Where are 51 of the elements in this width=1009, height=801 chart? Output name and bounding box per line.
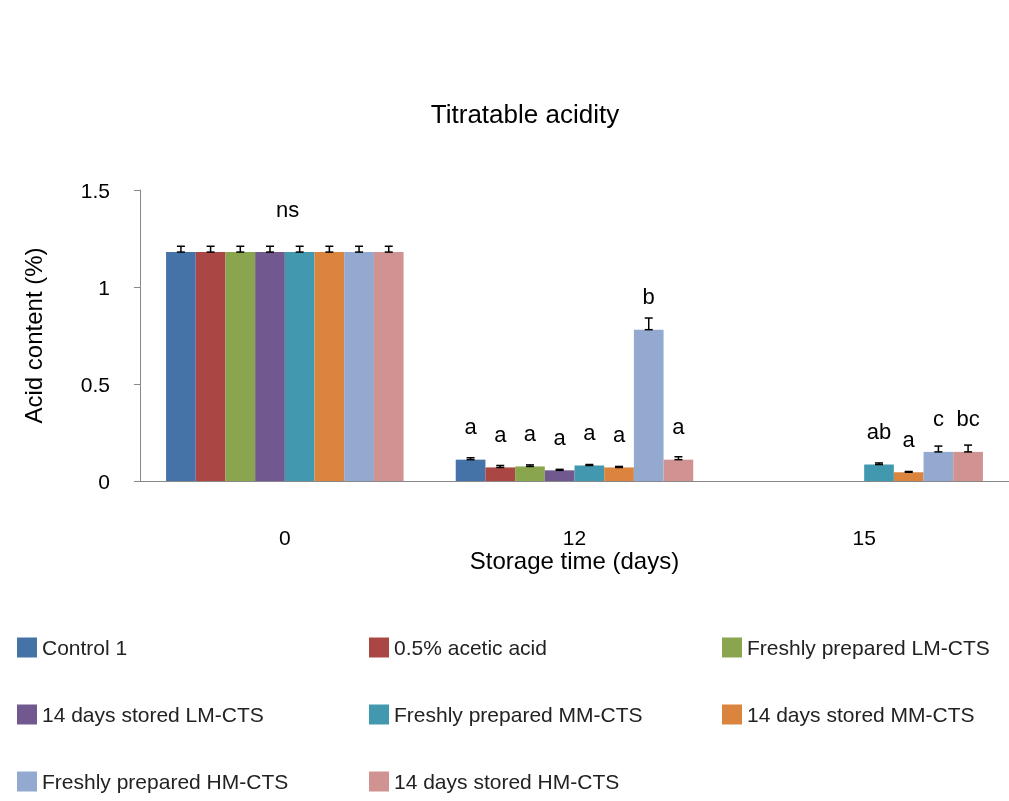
legend-label: Freshly prepared LM-CTS (747, 636, 990, 659)
bar (953, 451, 983, 481)
bar (923, 451, 954, 481)
data-label: a (672, 414, 686, 440)
bar (663, 459, 694, 481)
x-tick-label: 12 (562, 526, 587, 549)
bar (344, 252, 374, 481)
y-tick-label: 0.5 (80, 372, 110, 396)
data-label: a (612, 421, 626, 447)
legend-label: 14 days stored MM-CTS (747, 703, 975, 726)
x-tick-label: 0 (278, 526, 291, 549)
bar (604, 467, 634, 481)
data-label: a (464, 414, 478, 440)
x-tick-label: 15 (852, 526, 876, 549)
x-axis-title: Storage time (days) (469, 547, 680, 575)
data-label: a (494, 421, 508, 447)
data-label: bc (956, 406, 980, 432)
legend-label: Freshly prepared MM-CTS (394, 703, 643, 726)
legend-label: Freshly prepared HM-CTS (42, 770, 289, 793)
y-tick-label: 1.5 (80, 178, 110, 202)
legend-label: 14 days stored LM-CTS (42, 703, 264, 726)
bar (485, 467, 516, 481)
legend-label: 0.5% acetic acid (394, 636, 547, 659)
y-axis-title: Acid content (%) (19, 247, 47, 424)
bar (574, 465, 605, 481)
annotation: ns (276, 196, 300, 222)
bar (864, 464, 894, 481)
data-label: c (932, 406, 944, 432)
data-label: a (523, 420, 537, 446)
bar (195, 252, 226, 481)
y-tick-label: 1 (98, 275, 110, 299)
legend-label: Control 1 (42, 636, 128, 659)
chart-title: Titratable acidity (430, 99, 620, 129)
y-tick-label: 0 (98, 469, 110, 493)
bar (166, 252, 196, 481)
data-label: ab (866, 419, 892, 445)
bar (893, 472, 924, 481)
data-label: a (553, 424, 567, 450)
bar (225, 252, 256, 481)
data-label: a (902, 426, 916, 452)
legend-label: 14 days stored HM-CTS (394, 770, 620, 793)
data-label: b (642, 284, 655, 310)
bar (633, 329, 664, 481)
bar (544, 470, 575, 481)
data-label: a (583, 419, 597, 445)
bar (455, 459, 486, 481)
bar (284, 252, 315, 481)
bar (314, 252, 345, 481)
bar (515, 466, 545, 481)
bar (255, 252, 285, 481)
bar (373, 252, 404, 481)
